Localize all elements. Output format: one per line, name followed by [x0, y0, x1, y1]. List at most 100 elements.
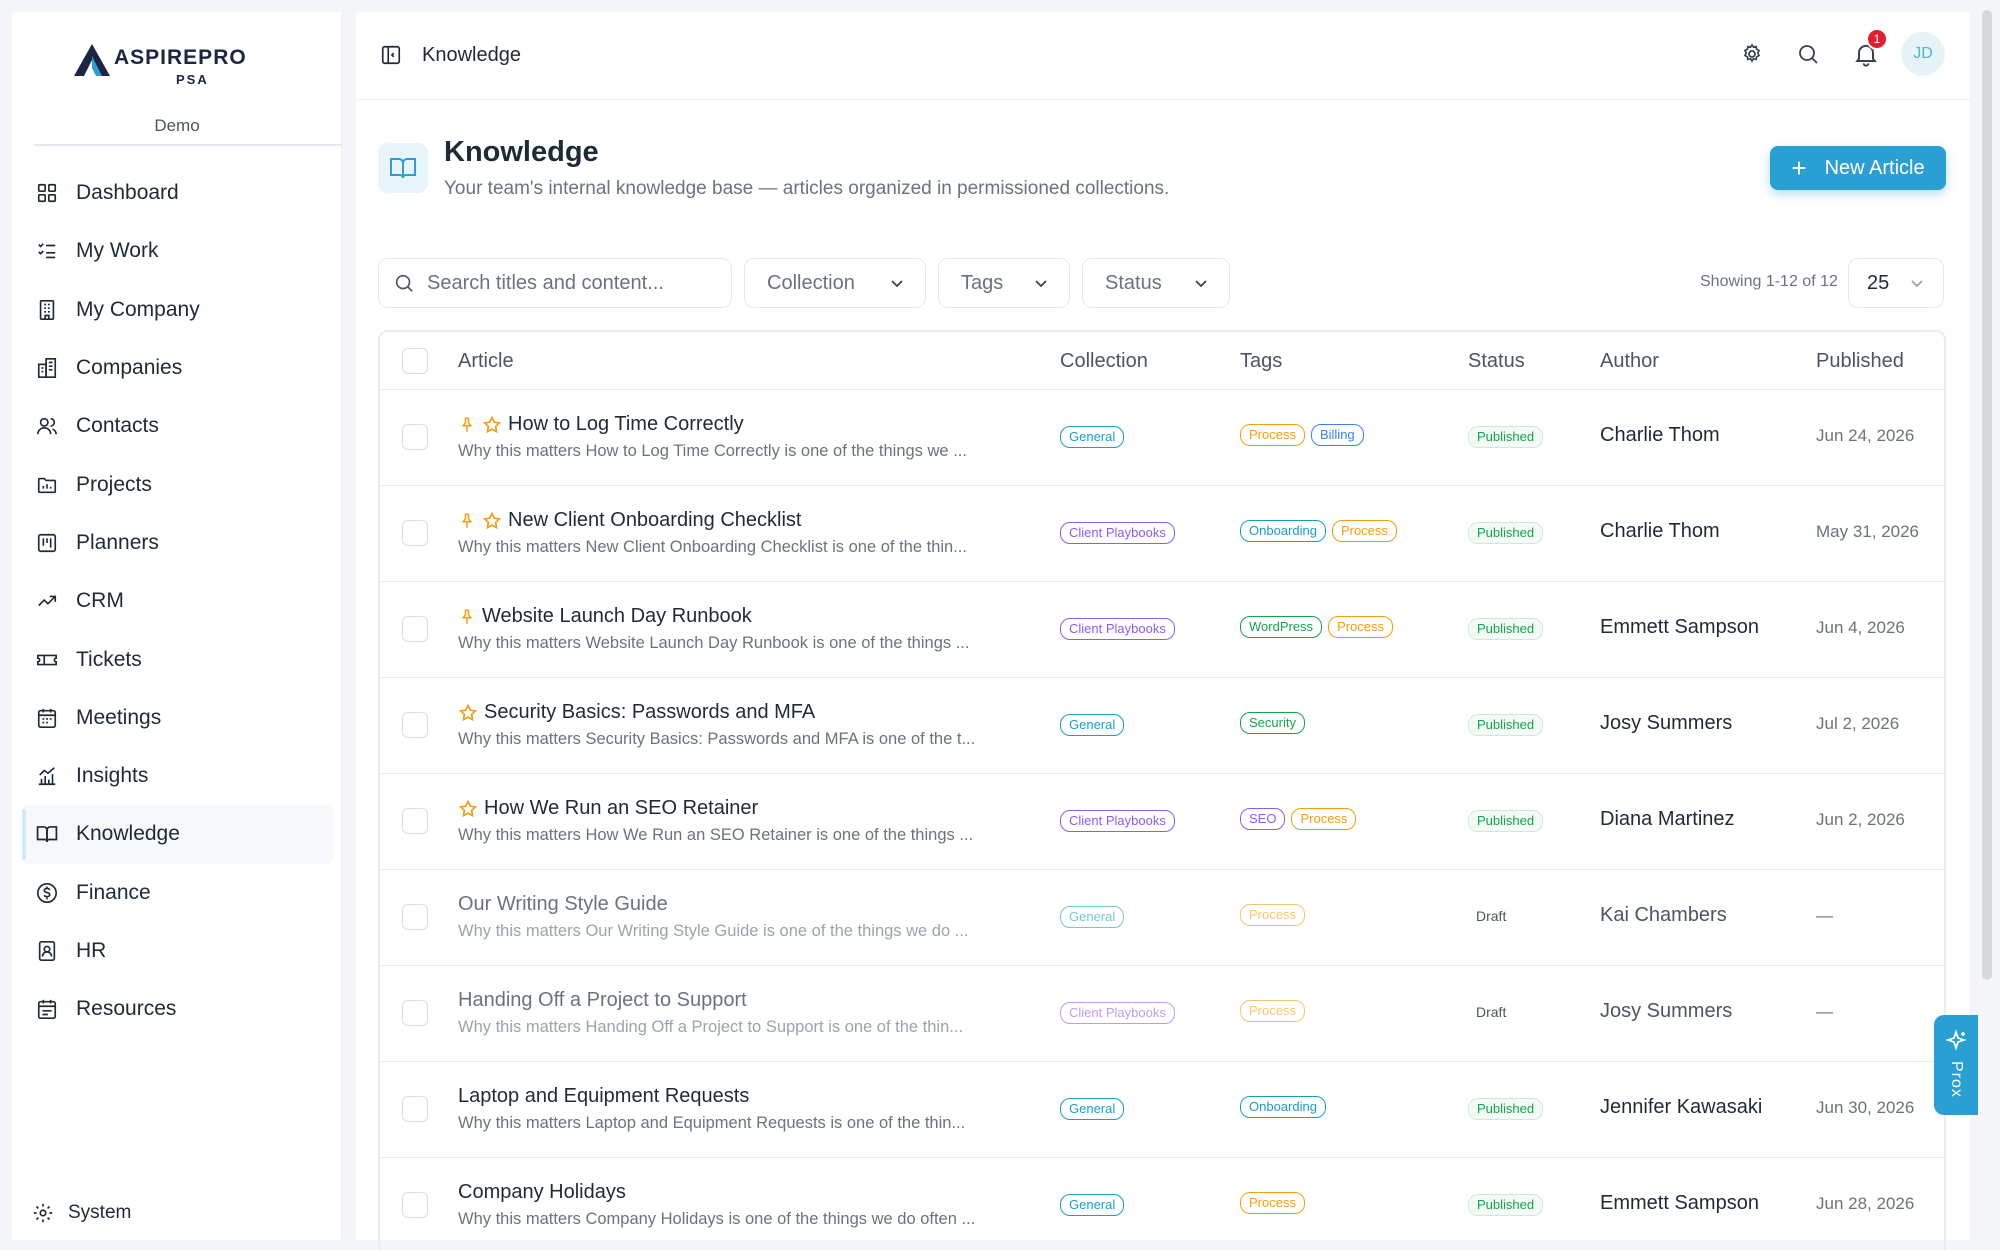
- sidebar-item-meetings[interactable]: Meetings: [22, 689, 334, 747]
- article-title[interactable]: New Client Onboarding Checklist: [508, 509, 802, 531]
- tag-badge[interactable]: Process: [1240, 424, 1305, 446]
- row-checkbox[interactable]: [402, 1192, 428, 1218]
- article-title-line[interactable]: Security Basics: Passwords and MFA: [458, 701, 815, 724]
- row-checkbox[interactable]: [402, 616, 428, 642]
- sidebar-item-planners[interactable]: Planners: [22, 514, 334, 572]
- select-all-checkbox[interactable]: [402, 348, 428, 374]
- article-title[interactable]: Our Writing Style Guide: [458, 893, 668, 915]
- table-row[interactable]: Laptop and Equipment Requests Why this ma…: [380, 1062, 1944, 1158]
- sidebar-item-my-company[interactable]: My Company: [22, 281, 334, 339]
- tag-badge[interactable]: Security: [1240, 712, 1305, 734]
- tag-badge[interactable]: Process: [1240, 1192, 1305, 1214]
- settings-icon[interactable]: [1740, 42, 1764, 66]
- pin-icon[interactable]: [458, 512, 476, 530]
- column-header-collection[interactable]: Collection: [1060, 350, 1148, 372]
- collection-badge[interactable]: Client Playbooks: [1060, 810, 1175, 832]
- row-checkbox[interactable]: [402, 808, 428, 834]
- article-title[interactable]: Security Basics: Passwords and MFA: [484, 701, 816, 723]
- column-header-author[interactable]: Author: [1600, 350, 1659, 372]
- article-title-line[interactable]: Our Writing Style Guide: [458, 893, 668, 916]
- status-filter[interactable]: Status: [1082, 258, 1230, 308]
- table-row[interactable]: Website Launch Day Runbook Why this matte…: [380, 582, 1944, 678]
- sidebar-item-finance[interactable]: Finance: [22, 864, 334, 922]
- article-title-line[interactable]: How We Run an SEO Retainer: [458, 797, 758, 820]
- article-title[interactable]: How We Run an SEO Retainer: [484, 797, 759, 819]
- assistant-button[interactable]: Prox: [1934, 1015, 1978, 1115]
- collection-badge[interactable]: General: [1060, 714, 1125, 736]
- tag-badge[interactable]: SEO: [1240, 808, 1286, 830]
- sidebar-item-contacts[interactable]: Contacts: [22, 397, 334, 455]
- sidebar-item-system[interactable]: System: [32, 1202, 131, 1224]
- row-checkbox[interactable]: [402, 520, 428, 546]
- table-row[interactable]: Company Holidays Why this matters Company…: [380, 1158, 1944, 1250]
- page-scrollbar[interactable]: [1982, 10, 1992, 980]
- pin-icon[interactable]: [458, 416, 476, 434]
- pin-icon[interactable]: [458, 608, 476, 626]
- table-row[interactable]: How to Log Time Correctly Why this matter…: [380, 390, 1944, 486]
- sidebar-item-knowledge[interactable]: Knowledge: [22, 805, 334, 864]
- sidebar-item-insights[interactable]: Insights: [22, 747, 334, 805]
- article-title[interactable]: Handing Off a Project to Support: [458, 989, 747, 1011]
- workspace-name[interactable]: Demo: [154, 116, 200, 135]
- table-row[interactable]: New Client Onboarding Checklist Why this …: [380, 486, 1944, 582]
- column-header-status[interactable]: Status: [1468, 350, 1525, 372]
- collection-filter[interactable]: Collection: [744, 258, 926, 308]
- sidebar-toggle-icon[interactable]: [380, 44, 402, 66]
- row-checkbox[interactable]: [402, 904, 428, 930]
- tag-badge[interactable]: Process: [1291, 808, 1357, 830]
- tag-badge[interactable]: Billing: [1310, 424, 1364, 446]
- tag-badge[interactable]: Onboarding: [1240, 1096, 1326, 1118]
- collection-badge[interactable]: General: [1060, 1098, 1125, 1120]
- tags-filter[interactable]: Tags: [938, 258, 1070, 308]
- star-icon[interactable]: [458, 703, 478, 723]
- row-checkbox[interactable]: [402, 1000, 428, 1026]
- star-icon[interactable]: [482, 511, 502, 531]
- article-title-line[interactable]: Company Holidays: [458, 1181, 626, 1204]
- tag-badge[interactable]: Process: [1240, 904, 1305, 926]
- article-title-line[interactable]: Handing Off a Project to Support: [458, 989, 747, 1012]
- collection-badge[interactable]: General: [1060, 426, 1125, 448]
- sidebar-item-dashboard[interactable]: Dashboard: [22, 164, 334, 222]
- collection-badge[interactable]: Client Playbooks: [1060, 522, 1175, 544]
- sidebar-item-resources[interactable]: Resources: [22, 980, 334, 1038]
- tag-badge[interactable]: Process: [1240, 1000, 1305, 1022]
- sidebar-item-tickets[interactable]: Tickets: [22, 630, 334, 688]
- search-icon[interactable]: [1796, 42, 1820, 66]
- article-title[interactable]: Website Launch Day Runbook: [482, 605, 752, 627]
- sidebar-item-my-work[interactable]: My Work: [22, 222, 334, 280]
- tag-badge[interactable]: Process: [1331, 520, 1397, 542]
- column-header-tags[interactable]: Tags: [1240, 350, 1283, 372]
- tag-badge[interactable]: Process: [1328, 616, 1394, 638]
- article-title-line[interactable]: Website Launch Day Runbook: [458, 605, 752, 628]
- sidebar-item-crm[interactable]: CRM: [22, 572, 334, 630]
- row-checkbox[interactable]: [402, 712, 428, 738]
- table-row[interactable]: How We Run an SEO Retainer Why this matte…: [380, 774, 1944, 870]
- sidebar-item-companies[interactable]: Companies: [22, 339, 334, 397]
- article-title[interactable]: Laptop and Equipment Requests: [458, 1085, 750, 1107]
- article-title[interactable]: How to Log Time Correctly: [508, 413, 744, 435]
- article-title-line[interactable]: How to Log Time Correctly: [458, 413, 744, 436]
- brand-logo[interactable]: ASPIREPRO PSA: [72, 34, 302, 94]
- column-header-article[interactable]: Article: [458, 350, 514, 372]
- table-row[interactable]: Security Basics: Passwords and MFA Why th…: [380, 678, 1944, 774]
- new-article-button[interactable]: + New Article: [1770, 146, 1946, 190]
- search-input[interactable]: Search titles and content...: [378, 258, 732, 308]
- article-title-line[interactable]: New Client Onboarding Checklist: [458, 509, 801, 532]
- per-page-select[interactable]: 25: [1848, 258, 1944, 308]
- collection-badge[interactable]: Client Playbooks: [1060, 618, 1175, 640]
- sidebar-item-hr[interactable]: HR: [22, 922, 334, 980]
- table-row[interactable]: Our Writing Style Guide Why this matters …: [380, 870, 1944, 966]
- article-title-line[interactable]: Laptop and Equipment Requests: [458, 1085, 749, 1108]
- tag-badge[interactable]: WordPress: [1240, 616, 1323, 638]
- collection-badge[interactable]: General: [1060, 1194, 1125, 1216]
- star-icon[interactable]: [482, 415, 502, 435]
- sidebar-item-projects[interactable]: Projects: [22, 455, 334, 513]
- article-title[interactable]: Company Holidays: [458, 1181, 626, 1203]
- column-header-published[interactable]: Published: [1816, 350, 1904, 372]
- table-row[interactable]: Handing Off a Project to Support Why this…: [380, 966, 1944, 1062]
- star-icon[interactable]: [458, 799, 478, 819]
- row-checkbox[interactable]: [402, 1096, 428, 1122]
- avatar[interactable]: JD: [1901, 32, 1945, 76]
- tag-badge[interactable]: Onboarding: [1240, 520, 1326, 542]
- collection-badge[interactable]: Client Playbooks: [1060, 1002, 1175, 1024]
